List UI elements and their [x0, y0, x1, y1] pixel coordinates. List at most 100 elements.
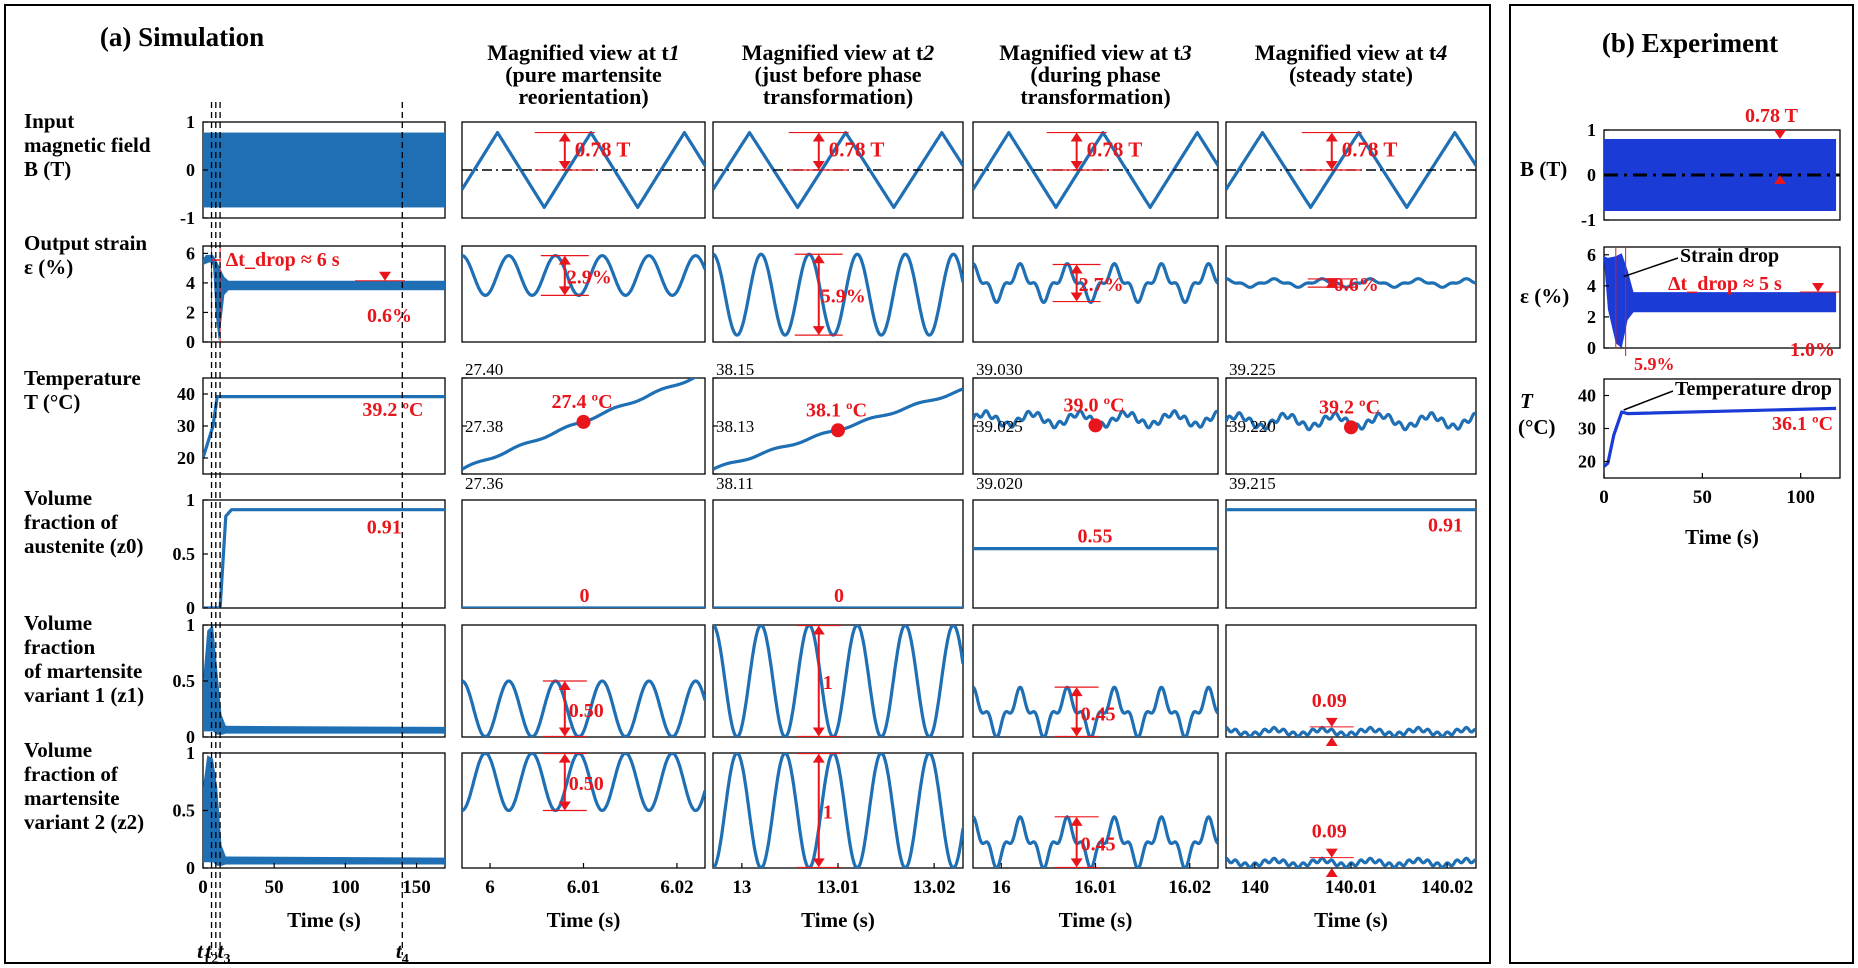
annotation-arrowhead [558, 727, 571, 737]
axes-frame [1225, 752, 1477, 869]
y-tick-label: 20 [1578, 452, 1596, 472]
axes-frame [202, 752, 446, 869]
y-tick-label: 2 [1587, 307, 1596, 327]
annotation-arrowhead [1070, 292, 1083, 302]
strain-line [1226, 277, 1476, 289]
x-tick-label: 6.02 [660, 877, 693, 898]
column-title-line: transformation) [763, 84, 913, 109]
b-field-line [713, 131, 963, 209]
y-tick-label: 1 [186, 490, 195, 510]
plot-area [1604, 139, 1840, 211]
temperature-marker [831, 423, 845, 438]
column-title-line: (pure martensite [505, 62, 662, 87]
magnified-1-strain-axes: 2.9% [461, 245, 706, 343]
y-tick-label: 20 [177, 448, 195, 468]
temperature-value-label: 36.1 ºC [1772, 413, 1833, 435]
column-title-line: Magnified view at t1 [487, 40, 679, 65]
plot-area [203, 395, 445, 459]
plot-area [1226, 725, 1476, 737]
z2-line [973, 815, 1218, 868]
column-title-line: (during phase [1030, 62, 1160, 87]
b-row-label: B (T) [1520, 157, 1567, 181]
annotation-arrowhead [1325, 161, 1338, 170]
y-tick-label: 38.13 [716, 417, 754, 436]
column-titles: Magnified view at t1(pure martensitereor… [487, 40, 1447, 109]
y-tick-label: 39.220 [1229, 417, 1276, 436]
z0-value-label: 0 [580, 585, 590, 607]
annotation-arrowhead [1774, 175, 1786, 184]
annotation-arrowhead [812, 132, 825, 142]
magnified-3-strain-axes: 2.7% [972, 245, 1219, 343]
row-label-line: T (°C) [24, 390, 80, 414]
row-label-line: B (T) [24, 157, 71, 181]
z2-amplitude-label: 0.09 [1312, 821, 1347, 843]
y-tick-label: 40 [177, 384, 195, 404]
magnified-1-temperature-axes: 27.36 27.38 27.40 27.4 ºC [461, 360, 706, 493]
y-tick-label: 2 [186, 302, 195, 322]
annotation-arrowhead [1325, 717, 1338, 727]
axes-frame [1603, 378, 1841, 479]
x-tick-label: 0 [1599, 487, 1609, 508]
row-label-line: magnetic field [24, 133, 151, 157]
overview-z1-axes: 00.51 [173, 615, 446, 747]
annotation-arrowhead [558, 753, 571, 763]
magnified-4-z2-axes: 0.09 140 140.01 140.02 [1225, 752, 1477, 898]
experiment-temperature-axes: 20 30 40 0 50 100 [1578, 378, 1841, 508]
y-tick-label: 39.030 [976, 360, 1023, 379]
row-label-line: variant 1 (z1) [24, 683, 144, 707]
panel-b-title: (b) Experiment [1602, 28, 1778, 58]
z1-line [1226, 725, 1476, 737]
panel-a-frame [4, 4, 1491, 964]
panel-a-title: (a) Simulation [100, 22, 264, 52]
row-label-line: Input [24, 109, 74, 133]
row-label-line: Temperature [24, 366, 141, 390]
y-tick-label: 1 [1587, 120, 1596, 140]
x-tick-label: 13.01 [817, 877, 860, 898]
y-tick-label: 6 [186, 243, 195, 263]
annotation-arrowhead [1070, 132, 1083, 142]
row-label-line: fraction of [24, 762, 119, 786]
z1-amplitude-label: 0.09 [1312, 690, 1347, 712]
strain-row-label: ε (%) [1520, 284, 1569, 308]
y-tick-label: 39.215 [1229, 474, 1276, 493]
b-amplitude-label: 0.78 T [1087, 138, 1143, 162]
x-tick-label: 6 [485, 877, 495, 898]
y-tick-label: 0 [186, 332, 195, 352]
strain-envelope [1604, 253, 1837, 348]
y-tick-label: 0 [1587, 165, 1596, 185]
temperature-unit-label: (°C) [1518, 415, 1556, 439]
annotation-arrowhead [1070, 727, 1083, 737]
z0-value-label: 0.91 [367, 517, 402, 539]
dt-drop-label: Δt_drop ≈ 5 s [1668, 273, 1782, 295]
annotation-arrowhead [379, 271, 391, 281]
y-tick-label: 39.225 [1229, 360, 1276, 379]
row-label-line: martensite [24, 786, 120, 810]
axes-frame [1225, 499, 1477, 609]
overview-temperature-axes: 20 30 40 39.2 ºC [177, 377, 446, 475]
magnified-1-z1-axes: 0.50 [461, 624, 706, 738]
b-field-band [203, 132, 445, 208]
y-tick-label: 27.36 [465, 474, 503, 493]
z1-line [462, 679, 705, 737]
y-tick-label: 1 [186, 615, 195, 635]
y-tick-label: 38.11 [716, 474, 754, 493]
z2-amplitude-label: 0.45 [1081, 834, 1116, 856]
x-tick-label: 16.02 [1168, 877, 1211, 898]
temperature-marker [1344, 420, 1358, 435]
annotation-arrowhead [1325, 848, 1338, 858]
plot-area [713, 625, 963, 737]
plot-area [1226, 277, 1476, 289]
strain-line [713, 252, 963, 337]
row-label-line: variant 2 (z2) [24, 810, 144, 834]
y-tick-label: 1 [186, 743, 195, 763]
y-tick-label: -1 [180, 208, 195, 228]
magnified-2-z1-axes: 1 [712, 624, 964, 738]
y-tick-label: 0 [186, 598, 195, 618]
row-label-line: fraction [24, 635, 95, 659]
strain-peak-label: 5.9% [1634, 354, 1675, 374]
axes-frame [972, 499, 1219, 609]
temperature-value-label: 39.2 ºC [362, 399, 423, 421]
annotation-arrowhead [1070, 858, 1083, 868]
temperature-line [203, 395, 445, 459]
